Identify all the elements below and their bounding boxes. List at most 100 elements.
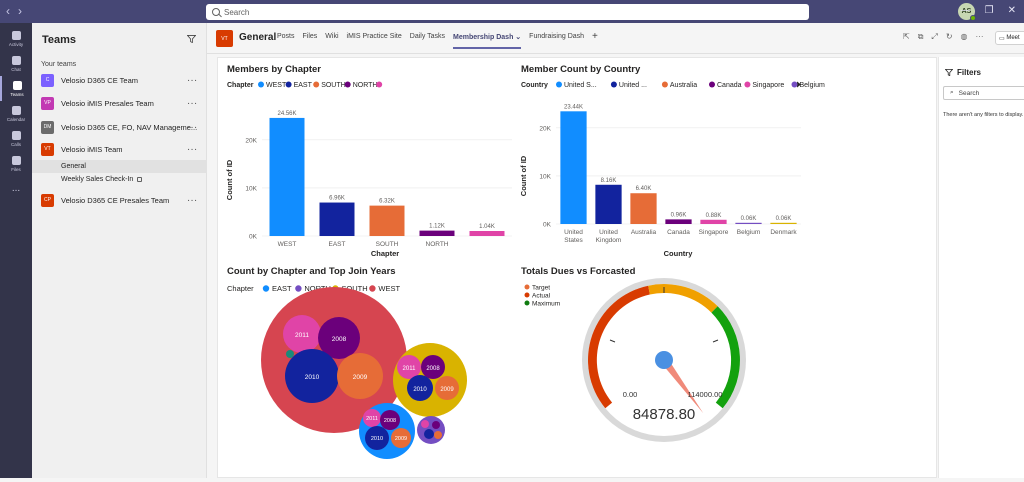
search-input[interactable]: Search xyxy=(206,4,809,20)
team-item[interactable]: VP Velosio iMIS Presales Team ··· xyxy=(41,95,206,111)
bar[interactable] xyxy=(770,222,797,224)
bubble-label: 2009 xyxy=(440,387,454,393)
bar[interactable] xyxy=(369,205,405,236)
tab-membership-dash[interactable]: Membership Dash ⌄ xyxy=(453,33,522,49)
popout-icon[interactable]: ⇱ xyxy=(903,32,910,41)
more-options-icon[interactable]: ··· xyxy=(187,122,198,132)
add-tab-button[interactable]: + xyxy=(592,31,598,42)
bar[interactable] xyxy=(595,184,622,224)
legend-item[interactable]: United ... xyxy=(619,82,647,89)
tab-fundraising-dash[interactable]: Fundraising Dash xyxy=(529,33,585,40)
rail-files[interactable]: Files xyxy=(0,151,32,176)
team-item[interactable]: C Velosio D365 CE Team ··· xyxy=(41,72,206,88)
rail-activity[interactable]: Activity xyxy=(0,26,32,51)
more-options-icon[interactable]: ··· xyxy=(187,195,198,205)
legend-title: Country xyxy=(521,82,548,89)
legend-item[interactable]: WEST xyxy=(266,82,287,89)
rail-teams[interactable]: Teams xyxy=(0,76,32,101)
y-tick-label: 10K xyxy=(245,185,257,192)
tab-imis-practice-site[interactable]: iMIS Practice Site xyxy=(346,33,402,40)
channel-general[interactable]: General xyxy=(32,160,207,173)
restore-icon[interactable]: ❐ xyxy=(984,5,994,16)
bar[interactable] xyxy=(269,117,305,236)
more-options-icon[interactable]: ··· xyxy=(187,98,198,108)
bubble xyxy=(283,315,321,353)
team-tile: CP xyxy=(41,193,54,207)
data-label: 0.06K xyxy=(741,216,757,222)
x-tick-label: SOUTH xyxy=(376,241,399,248)
team-item[interactable]: DM Velosio D365 CE, FO, NAV Manageme... … xyxy=(41,119,206,135)
team-tile: VP xyxy=(41,96,54,110)
legend-item[interactable]: Australia xyxy=(670,82,697,89)
more-options-icon[interactable]: ··· xyxy=(187,75,198,85)
nav-arrows[interactable]: ‹› xyxy=(6,4,30,18)
window-controls: — ❐ ✕ xyxy=(961,5,1016,16)
rail-more[interactable]: ... xyxy=(0,176,32,201)
chevron-down-icon[interactable]: ⌄ xyxy=(515,34,522,41)
team-item[interactable]: CP Velosio D365 CE Presales Team ··· xyxy=(41,192,206,208)
bar[interactable] xyxy=(319,202,355,236)
data-label: 24.56K xyxy=(277,111,296,117)
legend-item[interactable]: SOUTH xyxy=(341,284,367,293)
rail-calls[interactable]: Calls xyxy=(0,126,32,151)
search-icon xyxy=(212,8,220,16)
meet-button[interactable]: ▭ Meet xyxy=(995,31,1024,45)
globe-icon[interactable]: ◍ xyxy=(960,32,968,41)
legend-marker xyxy=(262,285,270,292)
filters-search-input[interactable]: ⌕ Search xyxy=(943,86,1024,100)
legend-item[interactable]: NORTH xyxy=(304,284,331,293)
legend-item[interactable]: Belgium xyxy=(800,82,825,89)
bar[interactable] xyxy=(700,219,727,224)
close-icon[interactable]: ✕ xyxy=(1007,5,1016,16)
bar[interactable] xyxy=(665,219,692,224)
legend-next-icon[interactable] xyxy=(797,81,801,88)
legend-item[interactable]: EAST xyxy=(294,82,313,89)
team-item[interactable]: VT Velosio iMIS Team ··· xyxy=(41,141,206,157)
legend-item[interactable]: EAST xyxy=(272,284,292,293)
legend-item: Maximum xyxy=(532,300,560,307)
minimize-icon[interactable]: — xyxy=(960,5,971,16)
channel-weekly-sales[interactable]: Weekly Sales Check-In xyxy=(32,173,207,186)
team-tile: C xyxy=(41,73,54,87)
legend-item[interactable]: Canada xyxy=(717,82,742,89)
section-label: Your teams xyxy=(41,61,77,68)
y-axis-label: Count of ID xyxy=(519,155,528,196)
legend-item[interactable]: United S... xyxy=(564,82,597,89)
more-options-icon[interactable]: ··· xyxy=(975,32,984,41)
gauge-tick xyxy=(609,339,616,343)
bubble xyxy=(424,429,434,439)
search-placeholder: Search xyxy=(224,7,250,17)
legend-item[interactable]: SOUTH xyxy=(321,82,346,89)
copy-link-icon[interactable]: ⧉ xyxy=(917,32,924,41)
legend-marker xyxy=(258,81,264,88)
bar[interactable] xyxy=(735,222,762,224)
tab-daily-tasks[interactable]: Daily Tasks xyxy=(409,33,446,40)
filter-icon[interactable] xyxy=(187,35,196,43)
x-axis-label: Country xyxy=(664,249,694,258)
tab-posts[interactable]: Posts xyxy=(277,33,295,40)
bar[interactable] xyxy=(630,193,657,224)
expand-icon[interactable]: ⤢ xyxy=(931,32,938,41)
team-name: Velosio D365 CE Presales Team xyxy=(61,195,170,205)
legend-item[interactable]: NORTH xyxy=(353,82,378,89)
chart-title: Count by Chapter and Top Join Years xyxy=(227,266,396,277)
chart-legend: Chapter WEST EAST SOUTH NORTH xyxy=(227,81,383,89)
legend-item[interactable]: WEST xyxy=(378,284,400,293)
legend-item[interactable]: Singapore xyxy=(752,82,784,89)
tab-files[interactable]: Files xyxy=(302,33,318,40)
filters-pane: Filters ⌕ Search There aren't any filter… xyxy=(938,57,1024,478)
bubble xyxy=(432,421,440,429)
more-options-icon[interactable]: ··· xyxy=(187,144,198,154)
bar[interactable] xyxy=(560,111,587,224)
refresh-icon[interactable]: ↻ xyxy=(945,32,953,41)
bar[interactable] xyxy=(419,230,455,236)
bar-plot: 0K 10K 20K 24.56K WEST 6.96K EAST 6.32K SOUTH 1.1… xyxy=(245,111,512,248)
rail-label: Activity xyxy=(8,41,24,47)
rail-calendar[interactable]: Calendar xyxy=(0,101,32,126)
bubble xyxy=(421,355,445,379)
bar[interactable] xyxy=(469,231,505,236)
avatar[interactable]: AS xyxy=(958,3,976,21)
rail-chat[interactable]: Chat xyxy=(0,51,32,76)
tab-wiki[interactable]: Wiki xyxy=(325,33,339,40)
bubble-label: 2008 xyxy=(384,418,396,424)
